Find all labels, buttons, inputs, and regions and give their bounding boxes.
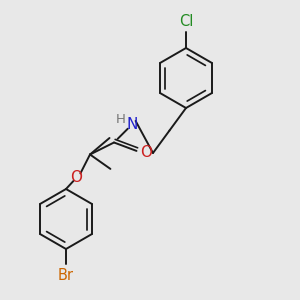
Text: O: O [70,169,83,184]
Text: Cl: Cl [179,14,193,29]
Text: O: O [140,145,152,160]
Text: N: N [126,117,138,132]
Text: H: H [116,112,125,126]
Text: Br: Br [58,268,74,283]
